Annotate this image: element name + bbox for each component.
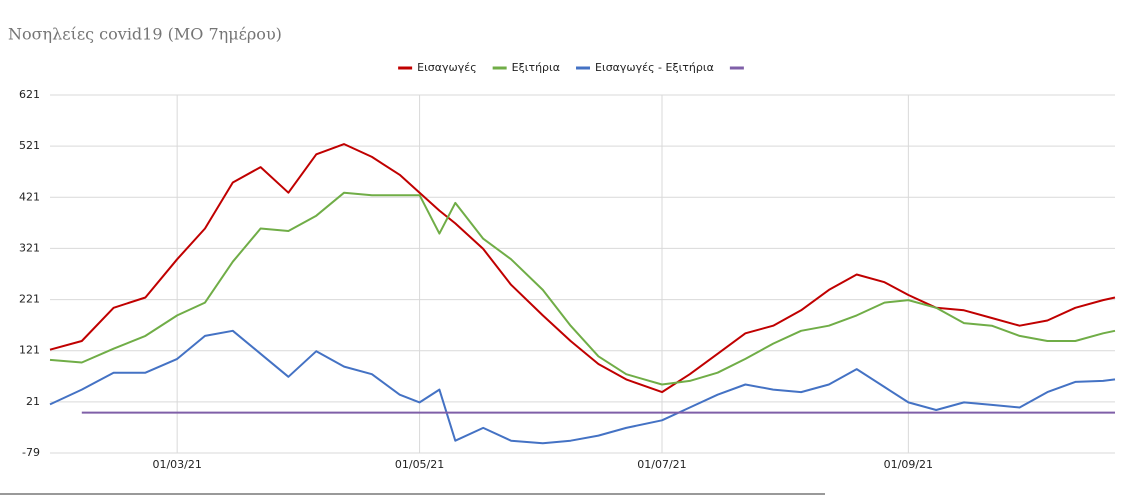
legend-label: Εισαγωγές: [417, 61, 477, 74]
x-tick-label: 01/07/21: [637, 458, 686, 471]
y-tick-label: 421: [19, 190, 40, 203]
series-line: [49, 143, 1116, 394]
legend: Εισαγωγές Εξιτήρια Εισαγωγές - Εξιτήρια: [398, 61, 744, 74]
legend-label: Εξιτήρια: [512, 61, 560, 74]
y-tick-label: 621: [19, 88, 40, 101]
y-tick-label: 21: [26, 395, 40, 408]
y-tick-label: 321: [19, 241, 40, 254]
series-line: [49, 191, 1116, 386]
y-tick-label: 221: [19, 293, 40, 306]
chart-title: Νοσηλείες covid19 (ΜΟ 7ημέρου): [8, 25, 282, 44]
x-tick-label: 01/03/21: [152, 458, 201, 471]
x-tick-label: 01/09/21: [884, 458, 933, 471]
legend-label: Εισαγωγές - Εξιτήρια: [595, 61, 714, 74]
series-line: [49, 329, 1116, 445]
y-tick-label: -79: [22, 446, 40, 459]
y-tick-label: 521: [19, 139, 40, 152]
y-tick-label: 121: [19, 344, 40, 357]
x-tick-label: 01/05/21: [395, 458, 444, 471]
